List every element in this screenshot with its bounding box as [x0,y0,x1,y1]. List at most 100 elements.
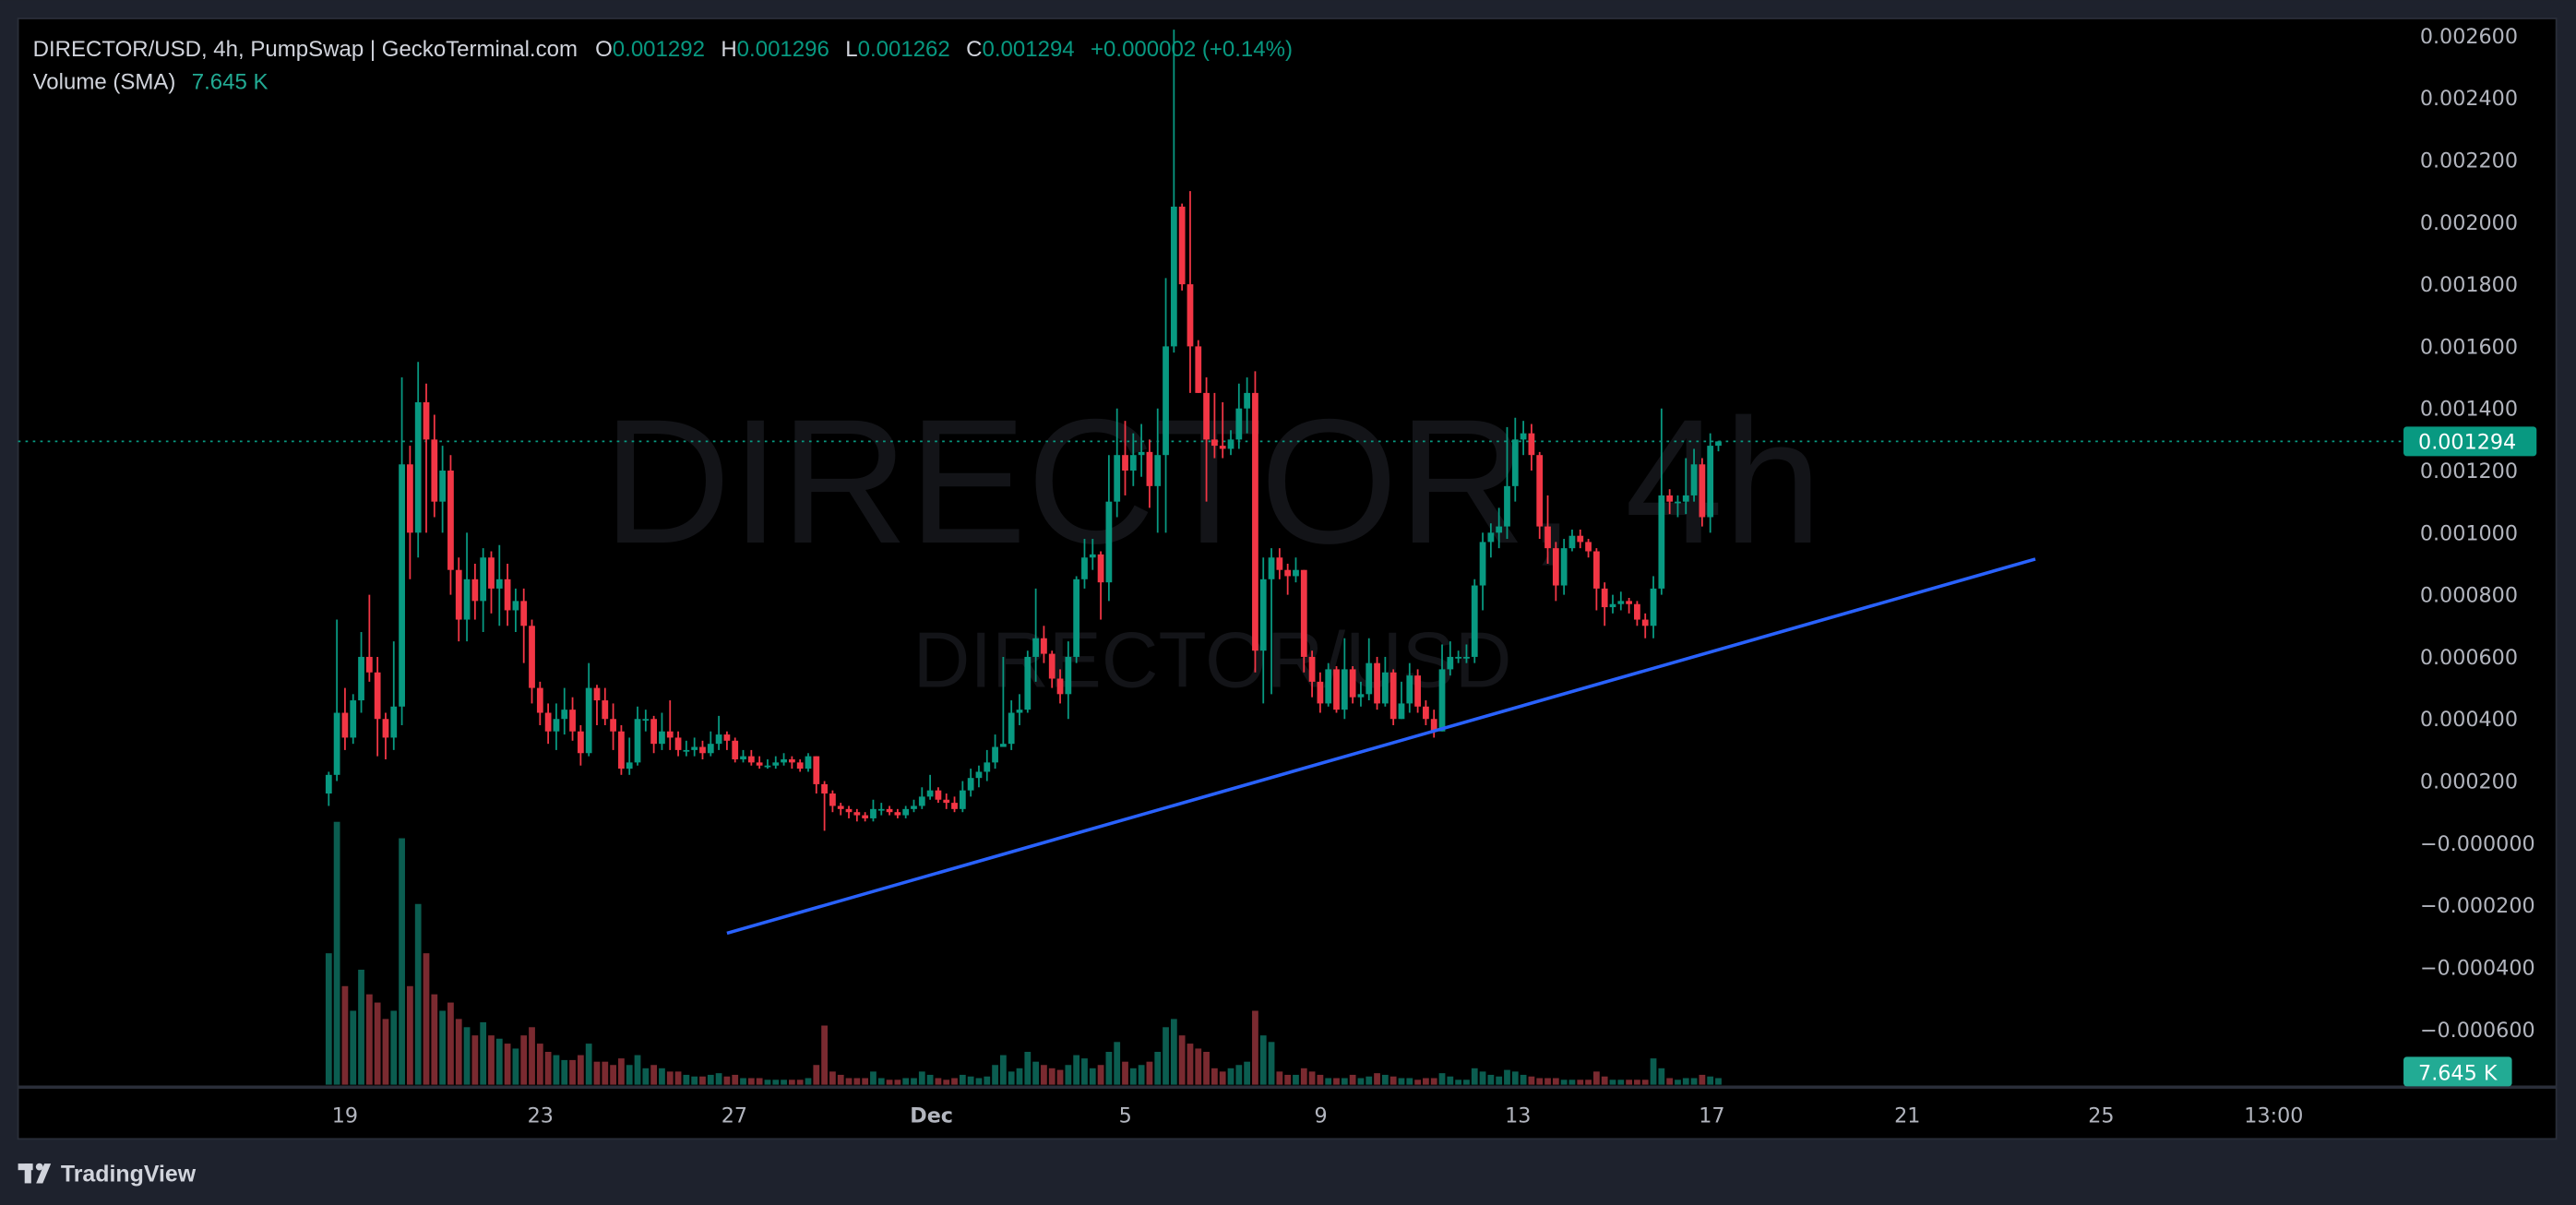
candle [529,619,535,704]
candle [918,787,925,809]
candle [1235,383,1243,449]
time-axis[interactable]: 19 23 27 Dec 5 9 13 17 21 25 13:00 [332,1104,2304,1128]
candle [1455,650,1462,663]
candle-body [1293,569,1299,577]
candle-body [1024,656,1032,710]
volume-bar [1235,1065,1243,1085]
volume-bar [845,1078,853,1085]
candle [536,681,543,725]
volume-bar [423,953,430,1085]
candle-body [1544,526,1551,549]
candle [634,706,641,766]
volume-bar [1666,1078,1674,1085]
candle-body [886,808,893,813]
volume-bar [918,1071,925,1085]
volume-indicator-label[interactable]: Volume (SMA) [33,70,176,95]
volume-bar [341,985,349,1085]
candle [1389,669,1397,725]
candle-body [772,762,780,766]
candle-body [602,700,609,720]
candle-body [512,601,519,611]
volume-bar [1471,1068,1478,1085]
volume-bar [455,1019,462,1085]
volume-bar [333,821,340,1085]
candle [1585,539,1592,558]
candle [1097,551,1104,620]
candle [845,805,853,818]
volume-bar [1406,1078,1413,1085]
time-tick-label: 5 [1119,1104,1132,1128]
candle [407,446,413,579]
candle [602,687,609,725]
volume-bar [399,838,405,1085]
candle [1024,650,1032,713]
candle-body [1601,588,1608,608]
candle [1641,613,1649,638]
candle [975,765,983,788]
candle [821,781,828,831]
candle-body [1430,719,1437,732]
volume-bar [1024,1051,1032,1085]
candle-body [1707,446,1714,518]
candle [1048,650,1055,688]
volume-bar [1592,1071,1600,1085]
price-axis[interactable]: 0.002600 0.002400 0.002200 0.002000 0.001800… [2420,25,2535,1043]
volume-bar [431,994,438,1085]
tradingview-logo[interactable]: TradingView [18,1162,197,1187]
volume-bar [1203,1051,1210,1085]
candle [431,414,438,518]
candle-body [480,557,487,602]
candle [756,756,763,770]
candle-body [414,401,422,533]
candle [959,781,966,813]
volume-bar [374,1002,381,1085]
price-tick-label: 0.001800 [2420,273,2518,297]
volume-bar [1065,1065,1072,1085]
volume-bar [1479,1071,1486,1085]
volume-bar [683,1074,690,1085]
volume-bar [1487,1074,1495,1085]
volume-bar [1585,1080,1592,1085]
candle-body [1682,495,1689,502]
candle-body [610,719,616,732]
time-tick-label: Dec [910,1104,953,1128]
candle-body [935,790,942,800]
candle [1154,408,1162,533]
volume-bar [1178,1035,1186,1085]
candle-body [707,744,714,754]
candle-body [1244,392,1251,409]
volume-bar [358,969,364,1085]
volume-bar [1276,1071,1283,1085]
candle-body [764,765,771,768]
candle [691,737,698,757]
candle [984,749,991,781]
candle-body [1406,675,1413,704]
candle [683,740,690,757]
candle-body [821,783,828,794]
candle [1690,448,1698,502]
candle [593,685,601,725]
candle [650,715,658,754]
volume-bar [1114,1042,1121,1085]
candle-body [1211,439,1218,447]
volume-bar [463,1027,471,1085]
candle-body [837,805,844,809]
trendline-drawing[interactable] [726,557,2036,936]
candle-body [1032,638,1039,657]
candle-body [1568,535,1576,549]
volume-bar [1146,1061,1153,1085]
volume-bar [553,1055,560,1085]
candle-body [1699,464,1706,518]
candle-body [1496,526,1503,533]
candle [1471,579,1478,663]
candle-body [439,471,447,502]
candle-body [1560,548,1568,586]
volume-bar [1682,1078,1689,1085]
symbol-title[interactable]: DIRECTOR/USD, 4h, PumpSwap | GeckoTermin… [33,37,578,62]
candle-body [781,758,787,763]
candle [1658,408,1665,595]
time-tick-label: 13 [1505,1104,1531,1128]
candle-body [488,557,495,589]
candle [1398,681,1405,720]
volume-bar [439,1010,447,1085]
